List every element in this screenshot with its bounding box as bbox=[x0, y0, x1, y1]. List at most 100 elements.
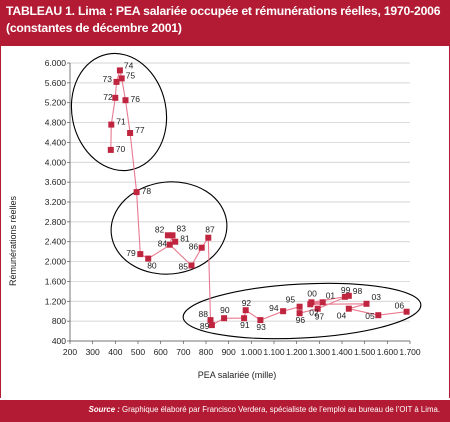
data-point-98 bbox=[345, 292, 352, 299]
x-tick-label: 200 bbox=[63, 347, 77, 357]
point-label-73: 73 bbox=[103, 74, 113, 84]
data-point-81 bbox=[172, 238, 179, 245]
source-prefix: Source : bbox=[88, 405, 120, 414]
data-point-04 bbox=[345, 305, 352, 312]
source-note: Source : Graphique élaboré par Francisco… bbox=[89, 405, 440, 414]
point-label-80: 80 bbox=[147, 261, 157, 271]
title-banner: TABLEAU 1. Lima : PEA salariée occupée e… bbox=[0, 0, 450, 46]
point-label-74: 74 bbox=[124, 60, 134, 70]
x-tick-label: 500 bbox=[131, 347, 145, 357]
data-point-92 bbox=[242, 307, 249, 314]
data-point-97 bbox=[314, 305, 321, 312]
point-label-78: 78 bbox=[142, 186, 152, 196]
source-banner: Source : Graphique élaboré par Francisco… bbox=[0, 400, 450, 422]
y-tick-label: 4.400 bbox=[45, 137, 67, 147]
point-label-81: 81 bbox=[180, 234, 190, 244]
x-axis-label: PEA salariée (mille) bbox=[198, 370, 277, 380]
x-tick-label: 1.400 bbox=[331, 347, 353, 357]
point-label-85: 85 bbox=[179, 262, 189, 272]
point-label-96: 96 bbox=[296, 315, 306, 325]
data-point-86 bbox=[198, 244, 205, 251]
point-label-02: 02 bbox=[309, 307, 319, 317]
x-tick-label: 900 bbox=[222, 347, 236, 357]
data-point-83 bbox=[169, 232, 176, 239]
x-tick-label: 1.000 bbox=[241, 347, 263, 357]
point-label-93: 93 bbox=[256, 322, 266, 332]
y-tick-label: 6.000 bbox=[45, 58, 67, 68]
data-point-89 bbox=[208, 322, 215, 329]
y-tick-label: 2.400 bbox=[45, 237, 67, 247]
x-tick-label: 1.100 bbox=[263, 347, 285, 357]
point-label-75: 75 bbox=[126, 70, 136, 80]
data-point-96 bbox=[296, 310, 303, 317]
data-point-88 bbox=[207, 317, 214, 324]
y-tick-label: 3.200 bbox=[45, 197, 67, 207]
point-label-87: 87 bbox=[205, 225, 215, 235]
point-label-94: 94 bbox=[269, 303, 279, 313]
point-label-86: 86 bbox=[189, 242, 199, 252]
point-label-82: 82 bbox=[155, 224, 165, 234]
y-tick-label: 800 bbox=[52, 316, 66, 326]
point-label-77: 77 bbox=[135, 125, 145, 135]
x-tick-label: 800 bbox=[199, 347, 213, 357]
data-point-77 bbox=[127, 130, 134, 136]
chart-subtitle: (constantes de décembre 2001) bbox=[6, 21, 182, 35]
cluster-ellipse-80s bbox=[110, 181, 228, 275]
x-tick-label: 1.200 bbox=[286, 347, 308, 357]
y-tick-label: 1.200 bbox=[45, 296, 67, 306]
point-label-95: 95 bbox=[286, 295, 296, 305]
y-tick-label: 2.000 bbox=[45, 257, 67, 267]
data-point-99 bbox=[341, 293, 348, 300]
data-point-74 bbox=[116, 67, 123, 74]
data-point-91 bbox=[241, 315, 248, 322]
y-tick-label: 1.600 bbox=[45, 276, 67, 286]
point-label-03: 03 bbox=[372, 292, 382, 302]
x-tick-label: 1.700 bbox=[399, 347, 421, 357]
data-point-80 bbox=[145, 255, 152, 262]
data-point-90 bbox=[221, 315, 228, 322]
point-label-76: 76 bbox=[131, 94, 141, 104]
point-label-71: 71 bbox=[116, 117, 126, 127]
point-label-06: 06 bbox=[395, 301, 405, 311]
data-point-02 bbox=[307, 301, 314, 308]
data-point-05 bbox=[375, 312, 382, 319]
data-point-71 bbox=[108, 121, 115, 128]
x-tick-label: 1.600 bbox=[377, 347, 399, 357]
point-label-92: 92 bbox=[242, 298, 252, 308]
source-text: Graphique élaboré par Francisco Verdera,… bbox=[122, 405, 440, 414]
data-point-82 bbox=[164, 232, 171, 239]
data-point-93 bbox=[257, 317, 264, 324]
data-point-06 bbox=[403, 308, 410, 315]
cluster-ellipse-70s bbox=[70, 52, 168, 172]
y-tick-label: 3.600 bbox=[45, 177, 67, 187]
cluster-ellipse-90s-00s bbox=[182, 282, 422, 340]
data-point-95 bbox=[296, 303, 303, 310]
point-label-83: 83 bbox=[177, 223, 187, 233]
grid bbox=[70, 62, 410, 342]
point-label-70: 70 bbox=[116, 144, 126, 154]
x-tick-label: 400 bbox=[108, 347, 122, 357]
y-axis-label: Rémunérations réelles bbox=[8, 195, 18, 286]
axes: 6.000 5.600 5.200 4.800 4.400 4.000 3.600 3.200… bbox=[45, 58, 421, 357]
data-point-01 bbox=[319, 299, 326, 306]
data-point-72 bbox=[112, 94, 119, 101]
x-tick-label: 300 bbox=[86, 347, 100, 357]
point-label-99: 99 bbox=[341, 285, 351, 295]
data-point-85 bbox=[188, 262, 195, 269]
y-tick-label: 4.800 bbox=[45, 118, 67, 128]
data-point-70 bbox=[107, 146, 114, 153]
y-tick-label: 5.200 bbox=[45, 98, 67, 108]
point-label-72: 72 bbox=[103, 92, 113, 102]
y-tick-label: 4.000 bbox=[45, 157, 67, 167]
data-point-76 bbox=[122, 97, 129, 104]
data-point-84 bbox=[166, 241, 173, 248]
point-label-97: 97 bbox=[315, 312, 325, 322]
point-label-88: 88 bbox=[199, 309, 209, 319]
data-point-73 bbox=[113, 78, 120, 85]
x-tick-label: 1.300 bbox=[309, 347, 331, 357]
x-tick-label: 700 bbox=[176, 347, 190, 357]
data-point-79 bbox=[137, 251, 144, 258]
chart-title: TABLEAU 1. Lima : PEA salariée occupée e… bbox=[6, 4, 441, 18]
